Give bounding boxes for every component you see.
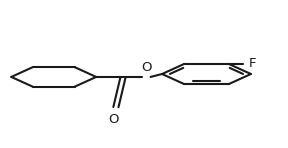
Text: O: O: [141, 61, 151, 74]
Text: F: F: [249, 57, 256, 70]
Text: O: O: [108, 113, 119, 126]
